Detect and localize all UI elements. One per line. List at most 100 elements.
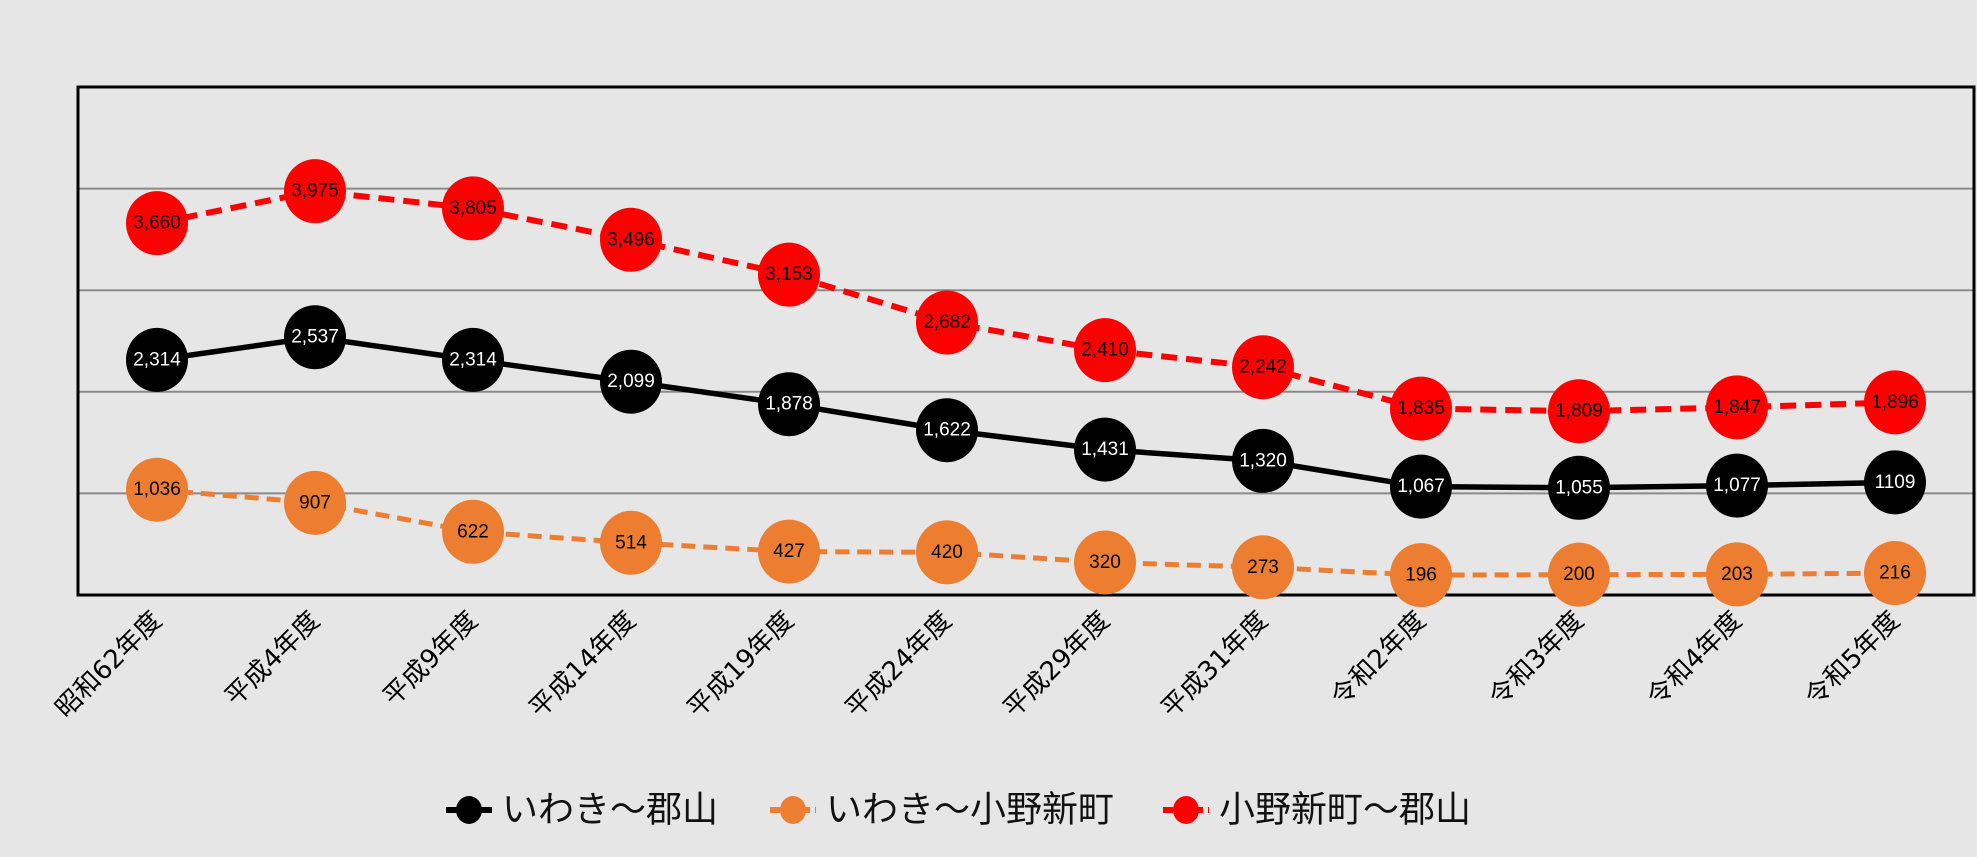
legend-item: いわき〜郡山	[446, 790, 718, 831]
data-point: 1,036	[126, 457, 188, 522]
legend-marker-icon	[780, 796, 806, 824]
point-marker	[284, 470, 346, 535]
data-label: 2,099	[607, 371, 655, 392]
point-marker	[442, 176, 504, 241]
data-label: 3,496	[607, 229, 655, 250]
data-label: 1,809	[1555, 401, 1603, 422]
data-point: 200	[1548, 542, 1610, 607]
point-marker	[1232, 428, 1294, 493]
data-point: 2,314	[126, 327, 188, 392]
data-label: 3,805	[449, 198, 497, 219]
legend-marker-icon	[1173, 796, 1199, 824]
data-label: 320	[1089, 552, 1121, 573]
point-marker	[1864, 541, 1926, 606]
data-label: 2,410	[1081, 340, 1129, 361]
data-point: 1,067	[1390, 454, 1452, 519]
data-point: 427	[758, 519, 820, 584]
data-label: 1,847	[1713, 397, 1761, 418]
data-point: 273	[1232, 535, 1294, 600]
data-label: 2,537	[291, 327, 339, 348]
data-point: 2,314	[442, 327, 504, 392]
point-marker	[1864, 370, 1926, 435]
point-marker	[916, 398, 978, 463]
data-point: 1,809	[1548, 379, 1610, 444]
data-point: 1,320	[1232, 428, 1294, 493]
series-group: 2,314 2,537 2,314 2,099 1,878 1,622 1,431 1,320…	[126, 159, 1926, 608]
data-label: 907	[299, 492, 331, 513]
data-point: 2,242	[1232, 335, 1294, 400]
data-point: 2,537	[284, 305, 346, 370]
data-point: 1,847	[1706, 375, 1768, 440]
data-label: 1,835	[1397, 398, 1445, 419]
data-label: 2,314	[133, 349, 181, 370]
data-label: 427	[773, 541, 805, 562]
data-point: 3,496	[600, 207, 662, 272]
data-point: 3,975	[284, 159, 346, 224]
point-marker	[1864, 450, 1926, 515]
point-marker	[442, 327, 504, 392]
data-label: 2,314	[449, 349, 497, 370]
data-label: 1109	[1875, 472, 1916, 493]
legend: いわき〜郡山 いわき〜小野新町 小野新町〜郡山	[446, 790, 1471, 831]
data-point: 3,660	[126, 191, 188, 256]
data-label: 1,067	[1397, 476, 1445, 497]
data-point: 1,055	[1548, 455, 1610, 520]
legend-item: いわき〜小野新町	[770, 790, 1114, 831]
gridlines	[78, 187, 1974, 495]
data-point: 3,153	[758, 242, 820, 307]
point-marker	[1706, 542, 1768, 607]
point-marker	[126, 191, 188, 256]
point-marker	[1232, 535, 1294, 600]
data-point: 1,431	[1074, 417, 1136, 482]
data-label: 2,682	[923, 312, 971, 333]
data-point: 1,622	[916, 398, 978, 463]
point-marker	[1706, 375, 1768, 440]
data-label: 216	[1879, 563, 1911, 584]
data-point: 203	[1706, 542, 1768, 607]
point-marker	[126, 457, 188, 522]
data-label: 3,153	[765, 264, 813, 285]
point-marker	[600, 349, 662, 414]
point-marker	[1548, 542, 1610, 607]
legend-label: 小野新町〜郡山	[1219, 790, 1471, 831]
data-point: 622	[442, 499, 504, 564]
data-label: 1,431	[1081, 439, 1129, 460]
point-marker	[758, 519, 820, 584]
point-marker	[600, 207, 662, 272]
data-point: 2,682	[916, 290, 978, 355]
point-marker	[916, 520, 978, 585]
data-point: 3,805	[442, 176, 504, 241]
point-marker	[916, 290, 978, 355]
data-label: 1,878	[765, 394, 813, 415]
data-label: 420	[931, 542, 963, 563]
data-point: 1,077	[1706, 453, 1768, 518]
data-label: 1,896	[1871, 392, 1919, 413]
data-point: 1,896	[1864, 370, 1926, 435]
data-label: 196	[1405, 565, 1437, 586]
point-marker	[1390, 454, 1452, 519]
point-marker	[758, 242, 820, 307]
point-marker	[284, 159, 346, 224]
legend-label: いわき〜小野新町	[826, 790, 1114, 831]
data-point: 2,099	[600, 349, 662, 414]
data-point: 1109	[1864, 450, 1926, 515]
data-label: 514	[615, 532, 647, 553]
point-marker	[1232, 335, 1294, 400]
point-marker	[1074, 417, 1136, 482]
legend-marker-icon	[456, 796, 482, 824]
data-label: 1,036	[133, 479, 181, 500]
legend-item: 小野新町〜郡山	[1163, 790, 1471, 831]
data-label: 273	[1247, 557, 1279, 578]
data-point: 1,878	[758, 372, 820, 437]
data-point: 216	[1864, 541, 1926, 606]
point-marker	[1548, 379, 1610, 444]
point-marker	[1390, 543, 1452, 608]
data-label: 1,622	[923, 420, 971, 441]
data-label: 2,242	[1239, 357, 1287, 378]
point-marker	[126, 327, 188, 392]
data-label: 1,320	[1239, 450, 1287, 471]
legend-label: いわき〜郡山	[502, 790, 718, 831]
data-point: 1,835	[1390, 376, 1452, 441]
point-marker	[1548, 455, 1610, 520]
